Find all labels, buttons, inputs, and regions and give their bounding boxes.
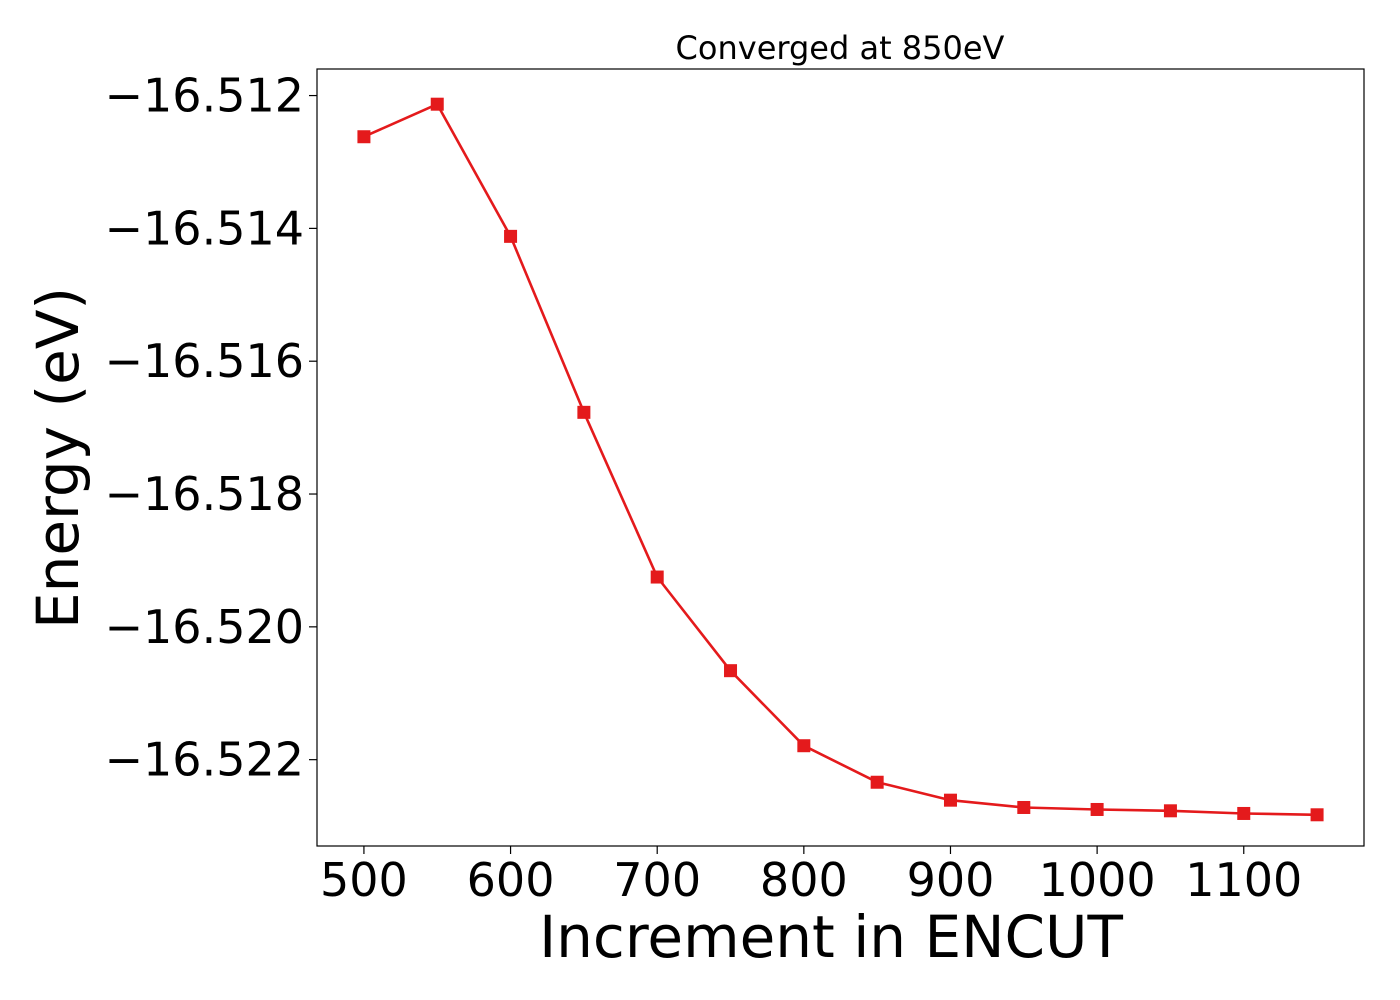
x-tick-label: 800 (760, 853, 848, 907)
data-point-marker (1163, 804, 1177, 818)
x-tick-label: 1000 (1039, 853, 1156, 907)
y-tick-label: −16.520 (105, 600, 305, 654)
data-point-marker (1017, 800, 1031, 814)
data-point-marker (357, 130, 371, 144)
y-tick-label: −16.516 (105, 334, 305, 388)
series-layer (357, 97, 1324, 822)
ticks-layer: 500 600 700 800 900 1000 1100 −16.512 −16.514 −16… (105, 69, 1303, 907)
x-tick-label: 900 (907, 853, 995, 907)
data-point-marker (1310, 808, 1324, 822)
x-tick-label: 500 (320, 853, 408, 907)
data-point-marker (430, 97, 444, 111)
x-tick-label: 1100 (1185, 853, 1302, 907)
data-point-marker (1237, 806, 1251, 820)
data-point-marker (1090, 802, 1104, 816)
data-point-marker (797, 739, 811, 753)
y-tick-label: −16.518 (105, 467, 305, 521)
data-point-marker (504, 229, 518, 243)
x-axis-label: Increment in ENCUT (539, 903, 1123, 971)
energy-series-line (363, 102, 1318, 817)
y-tick-label: −16.512 (105, 69, 305, 123)
data-point-marker (724, 664, 738, 678)
chart-title: Converged at 850eV (676, 29, 1005, 67)
data-point-marker (943, 793, 957, 807)
data-point-marker (577, 405, 591, 419)
x-tick-label: 600 (467, 853, 555, 907)
data-point-marker (870, 775, 884, 789)
y-tick-label: −16.522 (105, 733, 305, 787)
x-tick-label: 700 (613, 853, 701, 907)
y-axis-label: Energy (eV) (24, 287, 92, 629)
plot-area-frame (316, 68, 1365, 847)
data-point-marker (650, 570, 664, 584)
y-tick-label: −16.514 (105, 201, 305, 255)
